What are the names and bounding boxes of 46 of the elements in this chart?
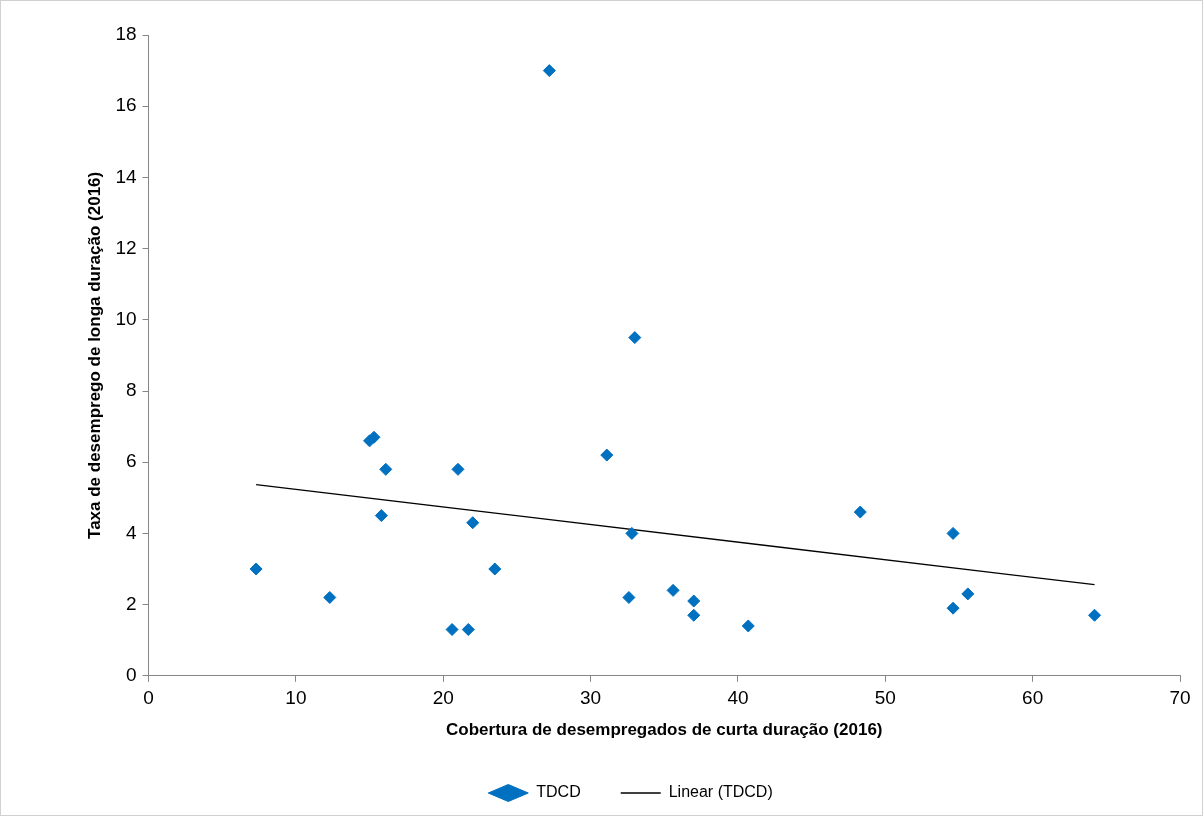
point: [1088, 608, 1102, 622]
y-axis-title: Taxa de desemprego de longa duração (2016): [84, 171, 104, 539]
y-tick-label: 0: [125, 664, 137, 686]
point: [853, 505, 867, 519]
y-tick-label: 4: [125, 521, 137, 543]
y-tick-label: 10: [115, 308, 137, 330]
point: [946, 526, 960, 540]
x-tick-label: 60: [1022, 687, 1044, 709]
point: [461, 623, 475, 637]
y-tick-label: 14: [115, 165, 137, 187]
point: [741, 619, 755, 633]
y-tick-label: 6: [125, 450, 137, 472]
point: [374, 509, 388, 523]
point: [466, 516, 480, 530]
point: [323, 590, 337, 604]
point: [488, 562, 502, 576]
y-tick-label: 16: [115, 94, 137, 116]
point: [445, 623, 459, 637]
y-tick-label: 2: [125, 592, 137, 614]
point: [622, 590, 636, 604]
x-tick-label: 20: [432, 687, 454, 709]
y-tick-label: 8: [125, 379, 137, 401]
x-tick-label: 0: [143, 687, 154, 709]
point: [961, 587, 975, 601]
point: [379, 462, 393, 476]
y-tick-label: 12: [115, 236, 137, 258]
point: [628, 331, 642, 345]
point: [666, 583, 680, 597]
x-tick-label: 40: [727, 687, 749, 709]
x-tick-label: 30: [580, 687, 602, 709]
point: [451, 462, 465, 476]
point: [946, 601, 960, 615]
legend-label: Linear (TDCD): [668, 783, 773, 801]
x-tick-label: 10: [285, 687, 307, 709]
x-axis-title: Cobertura de desempregados de curta duração (2016): [446, 720, 883, 740]
legend-label: TDCD: [536, 783, 581, 801]
point: [542, 64, 556, 78]
y-tick-label: 18: [115, 23, 137, 45]
point: [687, 608, 701, 622]
point: [249, 562, 263, 576]
point: [600, 448, 614, 462]
point: [687, 594, 701, 608]
x-tick-label: 50: [874, 687, 896, 709]
point: [625, 526, 639, 540]
point: [367, 430, 381, 444]
x-tick-label: 70: [1169, 687, 1191, 709]
